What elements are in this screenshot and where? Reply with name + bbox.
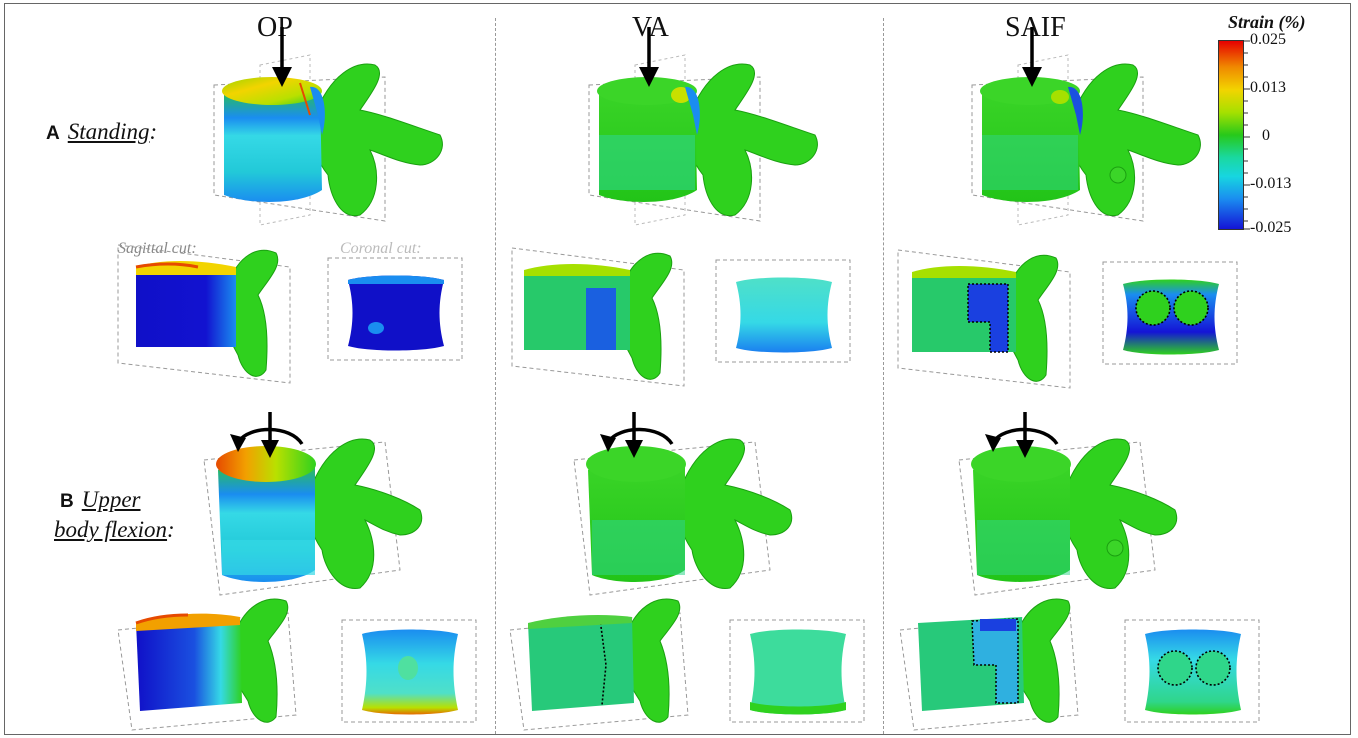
legend-tick-label: 0.025 xyxy=(1250,31,1286,48)
vertebra-va-flexion xyxy=(573,412,793,596)
row-letter: B xyxy=(60,491,74,512)
legend-tick-marks xyxy=(1244,40,1250,230)
coronal-cut-op-flexion xyxy=(341,619,477,723)
column-header-saif: SAIF xyxy=(1005,12,1066,43)
legend-tick-label: -0.013 xyxy=(1250,175,1292,192)
sagittal-cut-va-standing xyxy=(511,247,685,387)
legend-tick-label: 0 xyxy=(1262,127,1270,144)
load-arrow-icon xyxy=(1022,27,1042,87)
legend-tick-label: 0.013 xyxy=(1250,79,1286,96)
sagittal-cut-va-flexion xyxy=(509,598,689,731)
vertebra-op-flexion xyxy=(203,412,423,596)
flexion-moment-icon xyxy=(230,412,304,458)
column-header-op: OP xyxy=(257,12,293,43)
row-label-flexion: B Upper body flexion: xyxy=(54,487,175,542)
vertebra-saif-flexion xyxy=(958,412,1178,596)
flexion-moment-icon xyxy=(985,412,1059,458)
vertebra-op-standing xyxy=(213,27,443,226)
row-title: Upper xyxy=(81,487,141,512)
vertebra-va-standing xyxy=(588,27,818,226)
row-title-line2: body flexion xyxy=(54,517,168,542)
row-letter: A xyxy=(46,123,60,144)
legend-tick-label: -0.025 xyxy=(1250,219,1292,236)
coronal-cut-va-flexion xyxy=(729,619,865,723)
row-title: Standing xyxy=(67,119,150,144)
coronal-cut-saif-flexion xyxy=(1124,619,1260,723)
legend-title: Strain (%) xyxy=(1228,12,1306,32)
coronal-cut-label: Coronal cut: xyxy=(340,240,422,257)
sagittal-cut-op-standing xyxy=(117,244,291,384)
sagittal-cut-op-flexion xyxy=(117,598,297,731)
figure-frame xyxy=(4,3,1351,735)
coronal-cut-saif-standing xyxy=(1102,261,1238,365)
sagittal-cut-saif-standing xyxy=(897,249,1071,389)
load-arrow-icon xyxy=(639,27,659,87)
vertebra-saif-standing xyxy=(971,27,1201,226)
coronal-cut-va-standing xyxy=(715,259,851,363)
flexion-moment-icon xyxy=(600,412,674,458)
sagittal-cut-saif-flexion xyxy=(899,598,1079,731)
load-arrow-icon xyxy=(272,27,292,87)
coronal-cut-op-standing xyxy=(327,257,463,361)
legend-colorbar xyxy=(1218,40,1244,230)
row-label-standing: A Standing: xyxy=(46,119,158,144)
column-divider xyxy=(495,18,496,734)
column-divider xyxy=(883,18,884,734)
